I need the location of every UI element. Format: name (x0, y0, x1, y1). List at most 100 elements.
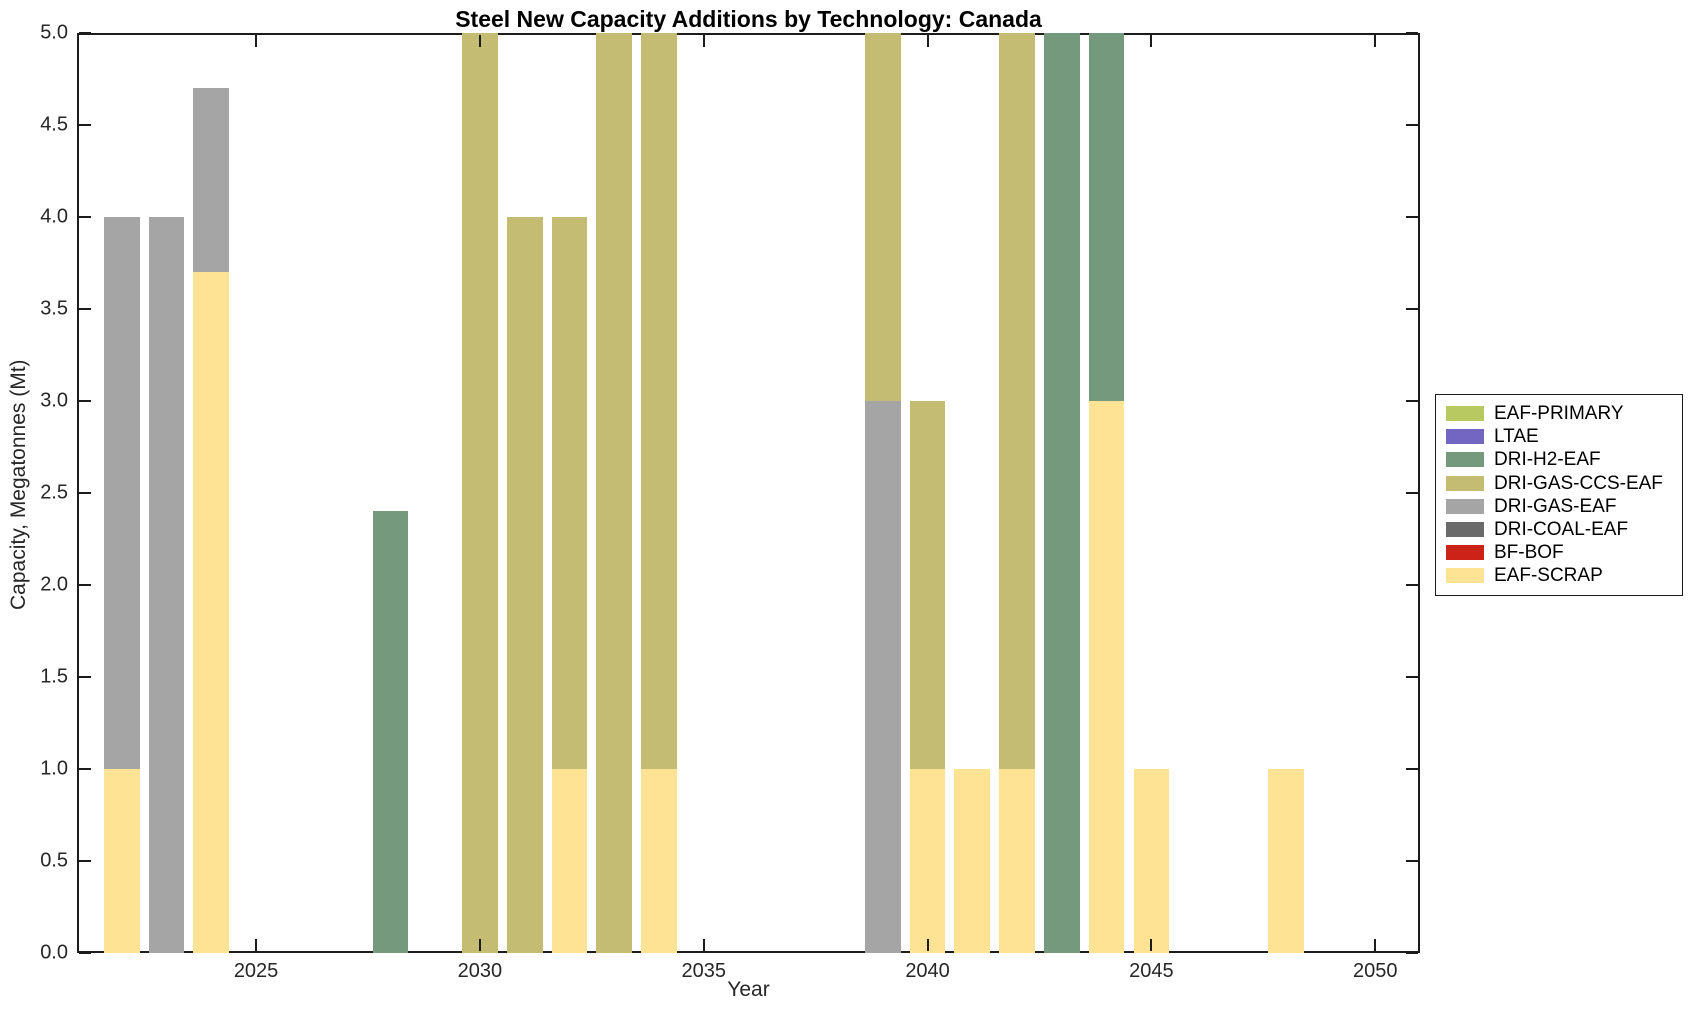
y-tick-right (1406, 400, 1418, 402)
y-tick-label: 1.5 (40, 665, 68, 688)
legend-row-dri-h2-eaf: DRI-H2-EAF (1446, 448, 1682, 471)
y-tick-right (1406, 308, 1418, 310)
y-tick-right (1406, 952, 1418, 954)
x-tick (1374, 939, 1377, 951)
legend-swatch-ltae (1446, 429, 1484, 445)
y-tick (79, 768, 91, 770)
legend-swatch-eaf-primary (1446, 406, 1484, 422)
x-tick-label: 2045 (1129, 960, 1174, 982)
legend-row-ltae: LTAE (1446, 425, 1682, 448)
y-tick-right (1406, 492, 1418, 494)
bar-segment-2040-dri-gas-ccs-eaf (909, 401, 946, 769)
legend-row-bf-bof: BF-BOF (1446, 541, 1682, 564)
y-tick-label: 3.0 (40, 389, 68, 412)
legend-swatch-dri-gas-ccs-eaf (1446, 475, 1484, 491)
chart-title: Steel New Capacity Additions by Technolo… (455, 6, 1042, 32)
legend-label: EAF-SCRAP (1494, 565, 1603, 587)
legend-label: BF-BOF (1494, 542, 1564, 564)
legend-swatch-bf-bof (1446, 545, 1484, 561)
bar-segment-2032-dri-gas-ccs-eaf (551, 217, 588, 769)
bar-segment-2043-dri-h2-eaf (1044, 33, 1080, 953)
y-tick-label: 0.0 (40, 941, 68, 964)
legend-label: DRI-COAL-EAF (1494, 519, 1629, 541)
y-tick-label: 3.5 (40, 297, 68, 320)
y-tick-label: 2.0 (40, 573, 68, 596)
bar-segment-2032-eaf-scrap (551, 769, 588, 953)
legend-row-dri-coal-eaf: DRI-COAL-EAF (1446, 518, 1682, 541)
y-tick-right (1406, 860, 1418, 862)
bar-segment-2034-eaf-scrap (641, 769, 677, 953)
x-tick-top (926, 35, 929, 47)
legend-row-dri-gas-eaf: DRI-GAS-EAF (1446, 495, 1682, 518)
bar-segment-2042-eaf-scrap (999, 769, 1035, 953)
y-tick-label: 0.5 (40, 849, 68, 872)
legend-swatch-dri-gas-eaf (1446, 498, 1484, 514)
x-tick-label: 2040 (905, 960, 950, 982)
y-tick-right (1406, 584, 1418, 586)
y-tick (79, 952, 91, 954)
legend-label: DRI-GAS-CCS-EAF (1494, 472, 1663, 494)
bar-segment-2044-eaf-scrap (1088, 401, 1125, 953)
bar-segment-2028-dri-h2-eaf (372, 511, 409, 953)
y-tick-label: 4.5 (40, 113, 68, 136)
x-tick-label: 2030 (457, 960, 503, 982)
x-tick-label: 2035 (681, 960, 726, 982)
legend-swatch-eaf-scrap (1446, 568, 1484, 584)
x-tick (926, 939, 929, 951)
bar-segment-2031-dri-gas-ccs-eaf (506, 217, 543, 953)
y-tick (79, 308, 91, 310)
x-tick-top (1150, 35, 1153, 47)
x-tick (1150, 939, 1153, 951)
bar-segment-2039-dri-gas-eaf (864, 401, 901, 953)
legend-row-dri-gas-ccs-eaf: DRI-GAS-CCS-EAF (1446, 472, 1682, 495)
y-tick (79, 584, 91, 586)
bar-segment-2022-dri-gas-eaf (103, 217, 140, 769)
x-tick-top (1374, 35, 1377, 47)
x-axis-label: Year (727, 978, 770, 1001)
y-tick-right (1406, 676, 1418, 678)
bar-segment-2030-dri-gas-ccs-eaf (462, 33, 498, 953)
y-tick (79, 124, 91, 126)
plot-area (77, 33, 1420, 953)
bar-segment-2040-eaf-scrap (909, 769, 946, 953)
y-tick (79, 32, 91, 34)
y-axis-label: Capacity, Megatonnes (Mt) (7, 359, 30, 610)
legend-swatch-dri-h2-eaf (1446, 452, 1484, 468)
x-tick-label: 2050 (1352, 960, 1398, 982)
bar-segment-2022-eaf-scrap (103, 769, 140, 953)
bar-segment-2023-dri-gas-eaf (148, 217, 185, 953)
legend-row-eaf-primary: EAF-PRIMARY (1446, 402, 1682, 425)
y-tick-label: 4.0 (40, 205, 68, 228)
bar-segment-2034-dri-gas-ccs-eaf (641, 33, 677, 769)
bar-segment-2024-eaf-scrap (193, 272, 230, 953)
y-tick-right (1406, 768, 1418, 770)
legend-label: LTAE (1494, 426, 1539, 448)
y-tick-label: 5.0 (40, 21, 68, 44)
x-tick (255, 939, 258, 951)
legend-box: EAF-PRIMARY LTAE DRI-H2-EAF DRI-GAS-CCS-EAF… (1435, 394, 1683, 596)
bar-segment-2033-dri-gas-ccs-eaf (596, 33, 633, 953)
bar-segment-2042-dri-gas-ccs-eaf (999, 33, 1035, 769)
x-tick-top (478, 35, 481, 47)
legend-label: EAF-PRIMARY (1494, 403, 1624, 425)
x-tick-top (255, 35, 258, 47)
y-tick-label: 2.5 (40, 481, 68, 504)
x-tick-top (702, 35, 705, 47)
bar-segment-2048-eaf-scrap (1267, 769, 1304, 953)
legend-row-eaf-scrap: EAF-SCRAP (1446, 564, 1682, 587)
y-tick-right (1406, 32, 1418, 34)
y-tick-right (1406, 124, 1418, 126)
bar-segment-2024-dri-gas-eaf (193, 88, 230, 273)
legend-swatch-dri-coal-eaf (1446, 522, 1484, 538)
y-tick (79, 400, 91, 402)
legend-label: DRI-H2-EAF (1494, 449, 1601, 471)
x-tick (478, 939, 481, 951)
bar-segment-2041-eaf-scrap (954, 769, 991, 953)
y-tick-right (1406, 216, 1418, 218)
legend-label: DRI-GAS-EAF (1494, 495, 1617, 517)
x-tick (702, 939, 705, 951)
x-tick-label: 2025 (233, 960, 279, 982)
y-tick (79, 216, 91, 218)
y-tick (79, 860, 91, 862)
